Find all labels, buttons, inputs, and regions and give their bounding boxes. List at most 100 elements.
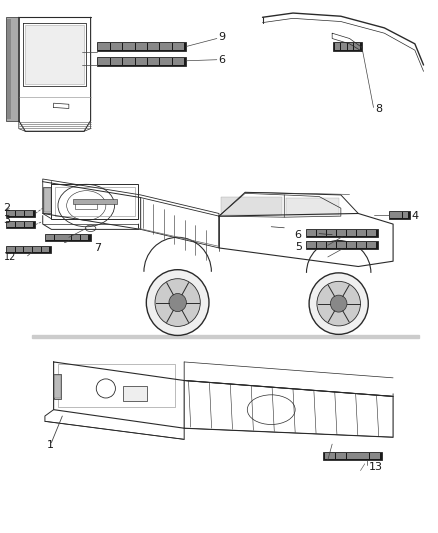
Bar [337, 242, 346, 248]
Bar [73, 199, 117, 204]
Bar [46, 235, 54, 240]
Bar [43, 187, 51, 214]
Bar [221, 197, 282, 215]
Bar [111, 43, 122, 50]
Bar [403, 213, 408, 217]
Bar [337, 230, 346, 236]
Bar [327, 242, 336, 248]
Text: 8: 8 [375, 104, 382, 114]
Bar [7, 222, 15, 227]
Bar [33, 247, 41, 252]
Text: 7: 7 [94, 243, 101, 253]
Bar [25, 222, 33, 227]
Bar [97, 42, 186, 51]
Text: 2: 2 [4, 203, 11, 213]
Text: 4: 4 [412, 211, 419, 221]
Bar [54, 375, 60, 398]
Text: 12: 12 [4, 253, 16, 262]
Bar [24, 247, 32, 252]
Text: 3: 3 [4, 215, 11, 225]
Bar [55, 235, 63, 240]
Bar [136, 43, 147, 50]
Ellipse shape [155, 279, 200, 326]
Bar [45, 233, 91, 241]
Bar [7, 211, 15, 216]
Bar [347, 453, 357, 459]
Bar [286, 198, 339, 215]
Bar [123, 386, 147, 401]
Text: 5: 5 [295, 242, 302, 252]
Bar [336, 453, 346, 459]
Bar [348, 43, 353, 50]
Bar [173, 58, 184, 65]
Bar [64, 235, 71, 240]
Bar [55, 188, 135, 216]
Bar [58, 364, 176, 407]
Text: 6: 6 [218, 55, 225, 64]
Bar [160, 58, 172, 65]
Bar [16, 247, 23, 252]
Bar [72, 235, 80, 240]
Bar [347, 242, 356, 248]
Bar [307, 242, 316, 248]
Bar [6, 210, 35, 217]
Bar [306, 229, 378, 237]
Bar [306, 241, 378, 249]
Ellipse shape [146, 270, 209, 335]
Bar [389, 212, 410, 219]
Bar [16, 211, 24, 216]
Bar [53, 374, 61, 399]
Bar [341, 43, 347, 50]
Bar [6, 17, 19, 120]
Bar [333, 42, 362, 51]
Bar [367, 230, 376, 236]
Ellipse shape [330, 295, 347, 312]
Bar [148, 58, 159, 65]
Bar [173, 43, 184, 50]
Bar [307, 230, 316, 236]
Bar [317, 242, 326, 248]
Text: 9: 9 [218, 33, 225, 43]
Ellipse shape [169, 294, 186, 312]
Bar [148, 43, 159, 50]
Bar [81, 235, 88, 240]
Bar [358, 453, 369, 459]
Bar [136, 58, 147, 65]
Bar [111, 58, 122, 65]
Bar [123, 58, 135, 65]
Bar [7, 19, 11, 119]
Bar [75, 202, 97, 209]
Bar [357, 230, 366, 236]
Bar [16, 222, 24, 227]
Bar [354, 43, 360, 50]
Bar [25, 211, 33, 216]
Bar [327, 230, 336, 236]
Bar [99, 43, 110, 50]
Bar [335, 43, 340, 50]
Bar [317, 230, 326, 236]
Bar [99, 58, 110, 65]
Bar [370, 453, 380, 459]
Bar [367, 242, 376, 248]
Bar [6, 221, 35, 228]
Bar [347, 230, 356, 236]
Text: 13: 13 [369, 462, 383, 472]
Bar [390, 213, 396, 217]
Bar [160, 43, 172, 50]
Text: 1: 1 [47, 440, 54, 450]
Bar [357, 242, 366, 248]
Bar [97, 56, 186, 66]
Bar [325, 453, 335, 459]
Polygon shape [32, 335, 419, 338]
Bar [42, 247, 49, 252]
Bar [25, 25, 84, 84]
Bar [323, 451, 382, 460]
Bar [123, 43, 135, 50]
Bar [7, 247, 15, 252]
Bar [6, 246, 51, 253]
Bar [51, 184, 138, 219]
Bar [333, 42, 362, 51]
Ellipse shape [317, 281, 360, 326]
Ellipse shape [309, 273, 368, 334]
Text: 6: 6 [295, 230, 302, 240]
